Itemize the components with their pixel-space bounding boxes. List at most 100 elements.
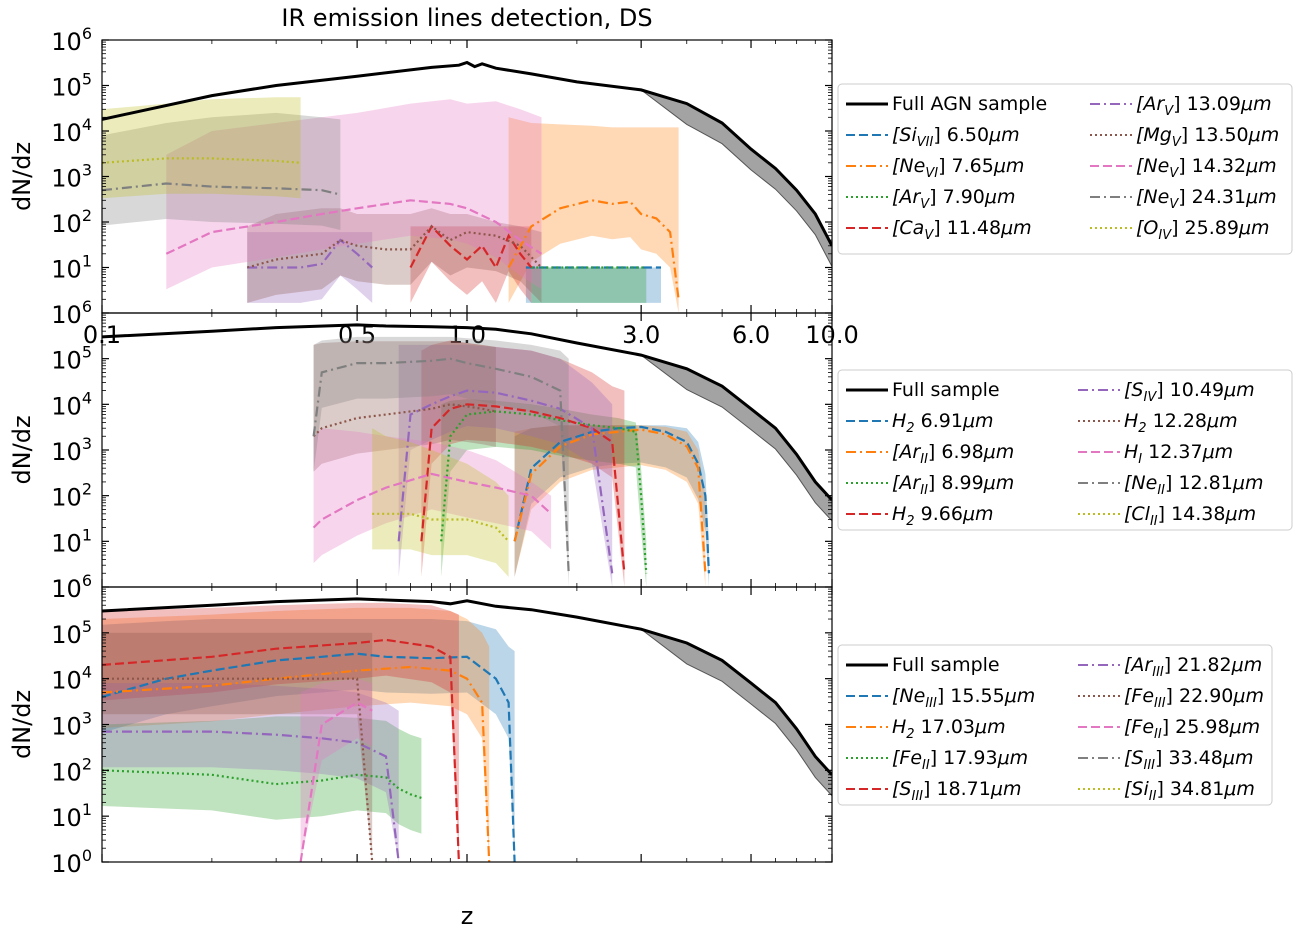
y-tick-exp: 6: [82, 24, 92, 43]
legend-unit: μm: [1248, 124, 1280, 146]
legend-label: [Ne: [1124, 472, 1157, 494]
y-tick-base: 10: [51, 392, 82, 420]
y-tick-base: 10: [51, 850, 82, 878]
legend-value: ] 7.90: [929, 186, 985, 208]
y-tick-label: 102: [51, 754, 92, 786]
legend-label: [Si: [1124, 778, 1149, 800]
legend-sub: V: [1169, 166, 1179, 181]
legend-sub: IV: [1158, 228, 1172, 243]
series-line-1-5: [397, 389, 614, 574]
legend-label: [S: [1124, 379, 1143, 401]
legend-unit: μm: [1238, 217, 1270, 239]
band-2-2: [102, 607, 490, 862]
y-tick-exp: 0: [82, 846, 92, 865]
series-line-1-1: [513, 425, 710, 574]
legend-value: ] 33.48: [1155, 747, 1223, 769]
legend-label: [Si: [892, 124, 917, 146]
legend-value: ] 13.50: [1181, 124, 1249, 146]
legend-sub: 2: [906, 727, 914, 742]
y-tick-exp: 3: [82, 161, 92, 180]
legend: Full AGN sample[SiVII] 6.50μm[NeVI] 7.65…: [837, 83, 1293, 255]
legend-value: ] 12.81: [1165, 472, 1233, 494]
legend-label: H: [1124, 441, 1138, 463]
legend-unit: μm: [962, 503, 994, 525]
legend-label: [Ne: [892, 685, 925, 707]
y-tick-exp: 2: [82, 754, 92, 773]
y-tick-base: 10: [51, 667, 82, 695]
y-axis-label: dN/dz: [8, 415, 36, 484]
legend-value: 6.91: [915, 410, 963, 432]
legend-sub: IV: [1143, 390, 1157, 405]
legend-sub: III: [1152, 665, 1164, 680]
y-tick-base: 10: [51, 575, 82, 603]
legend-label: [Ar: [1124, 654, 1153, 676]
y-tick-base: 10: [51, 210, 82, 238]
band-0-9: [102, 97, 301, 199]
legend-sub: II: [922, 758, 930, 773]
legend-label: [Ar: [1136, 93, 1165, 115]
y-tick-exp: 3: [82, 434, 92, 453]
legend-value: ] 10.49: [1156, 379, 1224, 401]
legend-label: H: [892, 410, 906, 432]
y-tick-label: 101: [51, 252, 92, 284]
legend-label: [Fe: [1124, 685, 1154, 707]
legend-entry: [NeV] 24.31μm: [1136, 186, 1277, 212]
legend-label: [Ca: [892, 217, 924, 239]
series-line-0-5: [247, 238, 373, 269]
legend-label: [O: [1136, 217, 1158, 239]
y-tick-label: 104: [51, 663, 92, 695]
y-tick-exp: 4: [82, 388, 92, 407]
legend-entry: [SiVII] 6.50μm: [892, 124, 1020, 150]
legend-label: [Cl: [1124, 503, 1151, 525]
y-tick-label: 106: [51, 297, 92, 329]
legend-unit: μm: [1223, 379, 1255, 401]
legend-entry: [OIV] 25.89μm: [1136, 217, 1270, 243]
legend-unit: μm: [962, 410, 994, 432]
legend-entry: [ArIII] 21.82μm: [1124, 654, 1262, 680]
y-tick-base: 10: [51, 28, 82, 56]
legend-unit: μm: [990, 778, 1022, 800]
legend-value: 9.66: [915, 503, 963, 525]
legend-unit: μm: [1222, 747, 1254, 769]
legend-label: [S: [1124, 747, 1143, 769]
legend-label: [Mg: [1136, 124, 1172, 146]
legend-sub: III: [1154, 696, 1166, 711]
x-axis-label: z: [461, 902, 474, 930]
series-line-0-8: [102, 182, 341, 196]
series-line-0-4: [409, 224, 533, 270]
plot-area: [102, 323, 832, 587]
y-tick-base: 10: [51, 347, 82, 375]
legend-label: H: [892, 503, 906, 525]
series-line-0-9: [102, 157, 301, 164]
legend-unit: μm: [1000, 217, 1032, 239]
legend-unit: μm: [974, 716, 1006, 738]
y-tick-label: 106: [51, 571, 92, 603]
legend-sub: V: [1164, 104, 1174, 119]
y-tick-label: 102: [51, 206, 92, 238]
y-tick-base: 10: [51, 119, 82, 147]
legend-entry: [NeV] 14.32μm: [1136, 155, 1277, 181]
legend-value: ] 18.71: [923, 778, 991, 800]
legend-box: [837, 83, 1293, 255]
y-tick-label: 101: [51, 525, 92, 557]
legend-sub: II: [920, 452, 928, 467]
legend-entry: [ArV] 13.09μm: [1136, 93, 1272, 119]
band-0-8: [102, 112, 341, 230]
legend-entry: [ArII] 8.99μm: [892, 472, 1014, 498]
legend-value: ] 7.65: [938, 155, 994, 177]
band-1-4: [421, 340, 625, 587]
legend-value: 12.28: [1147, 410, 1207, 432]
legend-entry: [SIV] 10.49μm: [1124, 379, 1255, 405]
legend-entry: HI 12.37μm: [1124, 441, 1233, 467]
y-tick-exp: 2: [82, 480, 92, 499]
legend-unit: μm: [984, 186, 1016, 208]
y-tick-exp: 1: [82, 525, 92, 544]
legend-sub: V: [920, 197, 930, 212]
y-tick-label: 103: [51, 434, 92, 466]
legend-box: [837, 644, 1273, 806]
legend-value: 17.03: [915, 716, 975, 738]
legend-unit: μm: [1004, 685, 1036, 707]
legend-value: ] 22.90: [1166, 685, 1234, 707]
legend-value: ] 15.55: [937, 685, 1005, 707]
